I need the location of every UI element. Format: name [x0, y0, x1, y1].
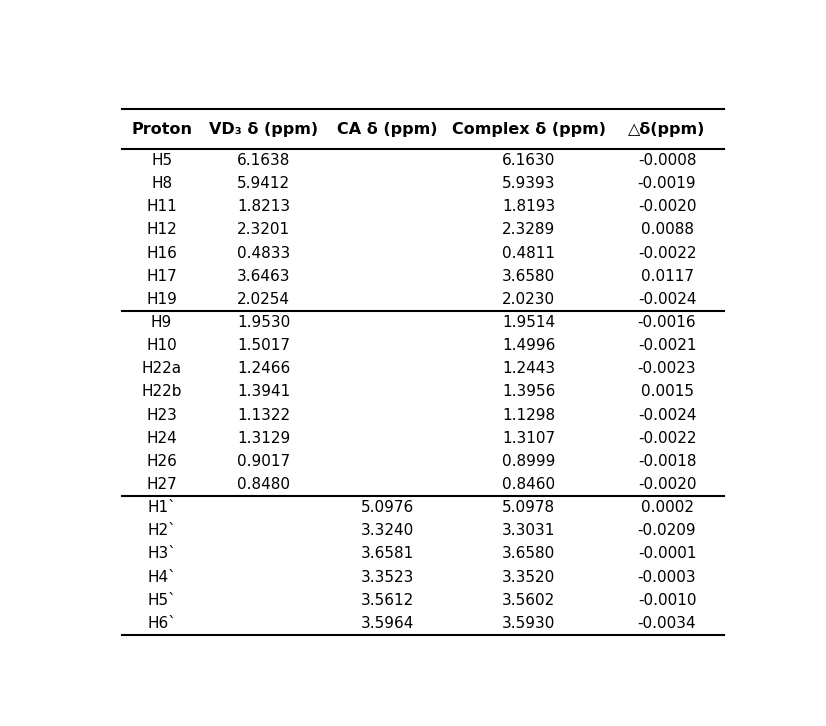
Text: 3.3031: 3.3031 [502, 523, 555, 538]
Text: H27: H27 [146, 477, 177, 492]
Text: 1.3129: 1.3129 [237, 431, 291, 446]
Text: H12: H12 [146, 222, 177, 237]
Text: 1.1322: 1.1322 [237, 407, 291, 423]
Text: 3.5930: 3.5930 [502, 616, 555, 631]
Text: 1.2443: 1.2443 [502, 362, 555, 376]
Text: H5: H5 [151, 153, 172, 168]
Text: 0.0117: 0.0117 [640, 269, 694, 284]
Text: 0.0002: 0.0002 [640, 500, 694, 515]
Text: H22a: H22a [141, 362, 182, 376]
Text: 2.3289: 2.3289 [502, 222, 555, 237]
Text: 1.8213: 1.8213 [237, 199, 291, 214]
Text: -0.0008: -0.0008 [638, 153, 696, 168]
Text: 6.1638: 6.1638 [237, 153, 291, 168]
Text: -0.0010: -0.0010 [638, 592, 696, 608]
Text: H6`: H6` [147, 616, 176, 631]
Text: 0.0015: 0.0015 [640, 385, 694, 399]
Text: H23: H23 [146, 407, 177, 423]
Text: H24: H24 [146, 431, 177, 446]
Text: 1.9530: 1.9530 [237, 315, 291, 330]
Text: 3.5964: 3.5964 [360, 616, 414, 631]
Text: -0.0021: -0.0021 [638, 338, 696, 353]
Text: -0.0016: -0.0016 [638, 315, 696, 330]
Text: -0.0024: -0.0024 [638, 407, 696, 423]
Text: -0.0024: -0.0024 [638, 292, 696, 307]
Text: 5.9412: 5.9412 [237, 176, 291, 191]
Text: H1`: H1` [147, 500, 176, 515]
Text: 1.1298: 1.1298 [502, 407, 555, 423]
Text: 1.3941: 1.3941 [237, 385, 291, 399]
Text: 3.5602: 3.5602 [502, 592, 555, 608]
Text: 5.0976: 5.0976 [361, 500, 414, 515]
Text: H11: H11 [146, 199, 177, 214]
Text: Proton: Proton [131, 122, 192, 136]
Text: -0.0020: -0.0020 [638, 477, 696, 492]
Text: 5.9393: 5.9393 [502, 176, 555, 191]
Text: 2.0254: 2.0254 [237, 292, 291, 307]
Text: H17: H17 [146, 269, 177, 284]
Text: 6.1630: 6.1630 [502, 153, 555, 168]
Text: -0.0022: -0.0022 [638, 431, 696, 446]
Text: 0.9017: 0.9017 [237, 454, 291, 469]
Text: 3.3523: 3.3523 [360, 570, 414, 584]
Text: H26: H26 [146, 454, 177, 469]
Text: 0.4811: 0.4811 [502, 245, 555, 261]
Text: -0.0019: -0.0019 [638, 176, 696, 191]
Text: 1.5017: 1.5017 [237, 338, 291, 353]
Text: -0.0022: -0.0022 [638, 245, 696, 261]
Text: 0.0088: 0.0088 [640, 222, 694, 237]
Text: VD₃ δ (ppm): VD₃ δ (ppm) [209, 122, 319, 136]
Text: H8: H8 [151, 176, 172, 191]
Text: 1.8193: 1.8193 [502, 199, 555, 214]
Text: 3.6580: 3.6580 [502, 547, 555, 561]
Text: 0.8460: 0.8460 [502, 477, 555, 492]
Text: -0.0001: -0.0001 [638, 547, 696, 561]
Text: H10: H10 [146, 338, 177, 353]
Text: -0.0018: -0.0018 [638, 454, 696, 469]
Text: 3.6580: 3.6580 [502, 269, 555, 284]
Text: -0.0003: -0.0003 [638, 570, 696, 584]
Text: 1.3107: 1.3107 [502, 431, 555, 446]
Text: H22b: H22b [141, 385, 182, 399]
Text: -0.0023: -0.0023 [638, 362, 696, 376]
Text: H3`: H3` [147, 547, 176, 561]
Text: 1.3956: 1.3956 [502, 385, 555, 399]
Text: 1.2466: 1.2466 [237, 362, 291, 376]
Text: 2.3201: 2.3201 [237, 222, 291, 237]
Text: 3.6581: 3.6581 [361, 547, 414, 561]
Text: -0.0034: -0.0034 [638, 616, 696, 631]
Text: 1.9514: 1.9514 [502, 315, 555, 330]
Text: △δ(ppm): △δ(ppm) [629, 122, 705, 136]
Text: H9: H9 [151, 315, 172, 330]
Text: -0.0020: -0.0020 [638, 199, 696, 214]
Text: CA δ (ppm): CA δ (ppm) [337, 122, 438, 136]
Text: 3.3520: 3.3520 [502, 570, 555, 584]
Text: 2.0230: 2.0230 [502, 292, 555, 307]
Text: 3.6463: 3.6463 [237, 269, 291, 284]
Text: 0.8480: 0.8480 [237, 477, 291, 492]
Text: H2`: H2` [147, 523, 176, 538]
Text: H5`: H5` [147, 592, 176, 608]
Text: 1.4996: 1.4996 [502, 338, 555, 353]
Text: H19: H19 [146, 292, 177, 307]
Text: Complex δ (ppm): Complex δ (ppm) [452, 122, 605, 136]
Text: 0.4833: 0.4833 [237, 245, 291, 261]
Text: -0.0209: -0.0209 [638, 523, 696, 538]
Text: 0.8999: 0.8999 [502, 454, 555, 469]
Text: H16: H16 [146, 245, 177, 261]
Text: 5.0978: 5.0978 [502, 500, 555, 515]
Text: 3.3240: 3.3240 [361, 523, 414, 538]
Text: H4`: H4` [147, 570, 176, 584]
Text: 3.5612: 3.5612 [361, 592, 414, 608]
